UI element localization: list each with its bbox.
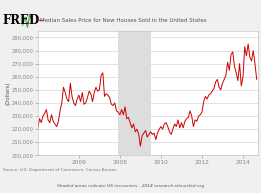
Text: FRED: FRED (3, 14, 40, 27)
Text: Shaded areas indicate US recessions - 2014 research.stlouisfed.org: Shaded areas indicate US recessions - 20… (57, 184, 204, 188)
Bar (118, 31, 151, 155)
Text: Source: U.S. Department of Commerce: Census Bureau: Source: U.S. Department of Commerce: Cen… (3, 168, 116, 172)
Text: —: — (35, 16, 44, 25)
Y-axis label: (Dollars): (Dollars) (5, 81, 10, 105)
Text: Median Sales Price for New Houses Sold in the United States: Median Sales Price for New Houses Sold i… (40, 18, 207, 23)
